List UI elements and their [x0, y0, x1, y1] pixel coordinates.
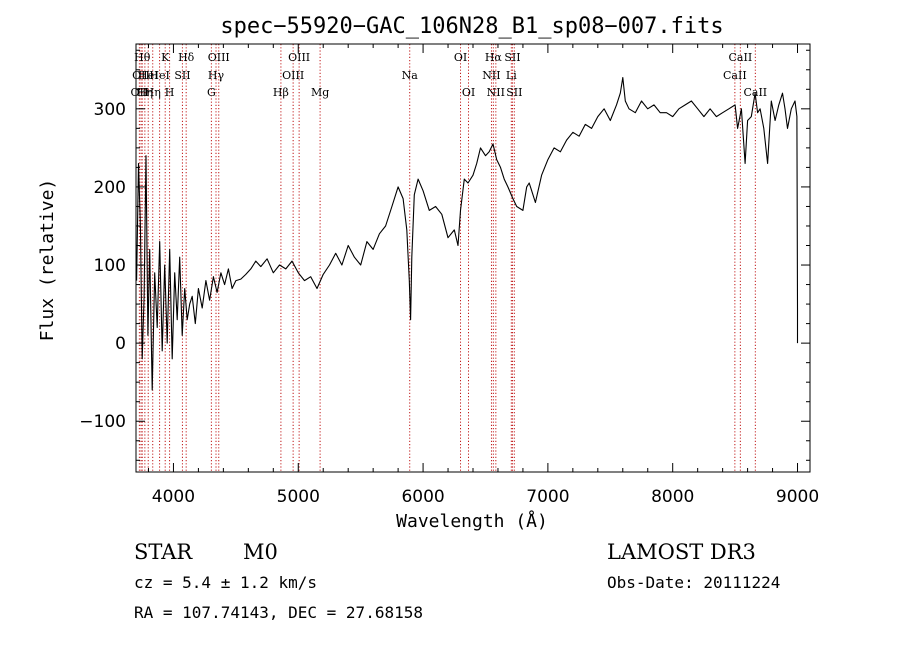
line-label: Hβ	[273, 86, 289, 99]
line-label: Na	[402, 69, 419, 82]
spectrum-trace	[136, 77, 799, 391]
line-label: CaII	[729, 51, 753, 64]
chart-title: spec−55920−GAC_106N28_B1_sp08−007.fits	[220, 14, 723, 39]
line-label: OIII	[282, 69, 304, 82]
line-label: Hδ	[178, 51, 195, 64]
x-tick-label: 5000	[277, 487, 320, 507]
line-label: Hθ	[134, 51, 151, 64]
line-label: H	[165, 86, 175, 99]
line-label: Mg	[311, 86, 329, 99]
line-label: K	[161, 51, 170, 64]
line-label: OII	[131, 86, 149, 99]
object-subclass: M0	[243, 540, 278, 564]
ra-dec: RA = 107.74143, DEC = 27.68158	[134, 603, 423, 622]
plot-frame	[135, 43, 811, 473]
line-label: Hγ	[208, 69, 225, 82]
line-label: CaII	[743, 86, 767, 99]
line-label: SII	[506, 86, 522, 99]
line-label: SII	[504, 51, 520, 64]
y-axis-label: Flux (relative)	[37, 179, 58, 342]
y-tick-label: 300	[94, 100, 126, 120]
line-label: SII	[174, 69, 190, 82]
line-label: Hη	[137, 86, 153, 99]
line-label: Li	[506, 69, 517, 82]
x-tick-label: 9000	[776, 487, 819, 507]
line-label: G	[207, 86, 216, 99]
y-tick-label: 100	[94, 256, 126, 276]
line-label: OI	[462, 86, 475, 99]
line-label: HeI	[149, 69, 169, 82]
x-tick-label: 6000	[401, 487, 444, 507]
survey-name: LAMOST DR3	[607, 540, 756, 564]
line-label: OI	[454, 51, 467, 64]
obs-date: Obs-Date: 20111224	[607, 573, 781, 592]
line-label: OIII	[288, 51, 310, 64]
x-tick-label: 4000	[152, 487, 195, 507]
y-tick-label: 0	[115, 334, 126, 354]
x-tick-label: 7000	[526, 487, 569, 507]
line-label: Hη	[145, 86, 161, 99]
x-tick-label: 8000	[651, 487, 694, 507]
line-label: NII	[487, 86, 505, 99]
line-label: CaII	[723, 69, 747, 82]
line-label: Hα	[485, 51, 503, 64]
line-label: HeI	[138, 69, 158, 82]
line-label: NII	[482, 69, 500, 82]
line-label: OIII	[208, 51, 230, 64]
y-tick-label: −100	[79, 412, 126, 432]
redshift-cz: cz = 5.4 ± 1.2 km/s	[134, 573, 318, 592]
line-label: OII	[132, 69, 150, 82]
object-class: STAR	[134, 540, 193, 564]
x-axis-label: Wavelength (Å)	[396, 510, 548, 532]
y-tick-label: 200	[94, 178, 126, 198]
